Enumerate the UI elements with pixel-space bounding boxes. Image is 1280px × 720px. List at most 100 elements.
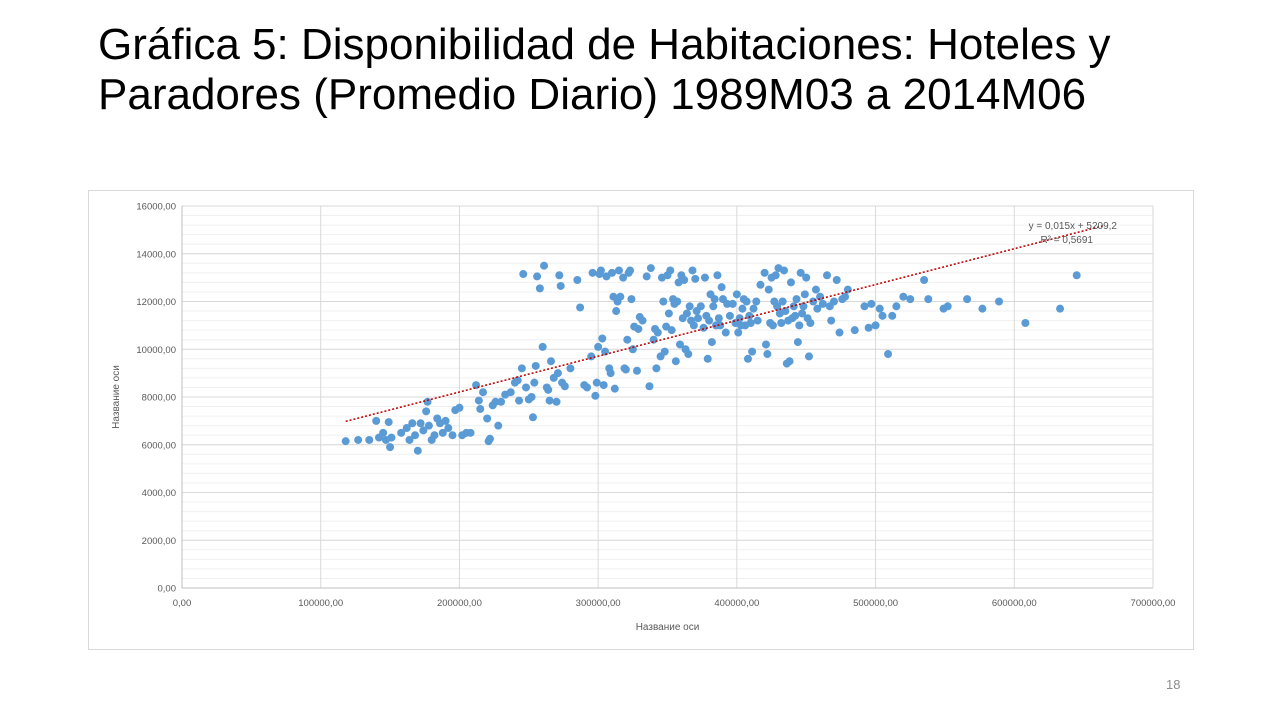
data-point (448, 431, 457, 440)
data-point (642, 272, 651, 281)
data-point (411, 431, 420, 440)
data-point (341, 437, 350, 446)
data-point (608, 268, 617, 277)
data-point (703, 354, 712, 363)
data-point (528, 413, 537, 422)
data-point (688, 266, 697, 275)
x-tick-label: 500000,00 (853, 598, 898, 609)
data-point (397, 428, 406, 437)
data-point (610, 384, 619, 393)
data-point (689, 321, 698, 330)
y-tick-label: 14000,00 (136, 249, 176, 260)
data-point (920, 276, 929, 285)
data-point (850, 326, 859, 335)
data-point (943, 302, 952, 311)
y-tick-label: 10000,00 (136, 345, 176, 356)
data-point (746, 318, 755, 327)
data-point (483, 414, 492, 423)
data-point (354, 435, 363, 444)
data-point (768, 321, 777, 330)
data-point (405, 435, 414, 444)
data-point (387, 433, 396, 442)
data-point (601, 347, 610, 356)
data-point (592, 378, 601, 387)
x-tick-label: 600000,00 (992, 598, 1037, 609)
data-point (714, 314, 723, 323)
data-point (522, 383, 531, 392)
data-point (673, 297, 682, 306)
data-point (606, 369, 615, 378)
x-tick-label: 300000,00 (576, 598, 621, 609)
data-point (476, 404, 485, 413)
data-point (424, 421, 433, 430)
data-point (466, 428, 475, 437)
data-point (694, 314, 703, 323)
data-point (365, 435, 374, 444)
data-point (924, 295, 933, 304)
chart-area: 0,00 2000,00 4000,00 6000,00 8000,00 10000,00… (88, 190, 1194, 650)
page-number: 18 (1166, 677, 1181, 692)
y-tick-label: 8000,00 (142, 393, 176, 404)
x-axis-title: Название оси (636, 622, 700, 633)
data-point (963, 295, 972, 304)
data-point (506, 388, 515, 397)
slide-title: Gráfica 5: Disponibilidad de Habitacione… (98, 20, 1111, 119)
data-point (752, 297, 761, 306)
data-point (422, 407, 431, 416)
data-point (888, 311, 897, 320)
data-point (638, 316, 647, 325)
data-point (599, 381, 608, 390)
data-point (705, 316, 714, 325)
data-point (616, 292, 625, 301)
data-point (455, 403, 464, 412)
data-point (402, 424, 411, 433)
data-point (875, 304, 884, 313)
data-point (792, 295, 801, 304)
data-point (545, 396, 554, 405)
trendline-equation: y = 0,015x + 5209,2 (1029, 221, 1118, 232)
data-point (423, 397, 432, 406)
data-point (416, 419, 425, 428)
data-point (667, 326, 676, 335)
data-point (728, 299, 737, 308)
data-point (685, 302, 694, 311)
data-point (527, 393, 536, 401)
data-point (653, 328, 662, 337)
data-point (540, 261, 549, 270)
x-tick-label: 400000,00 (714, 598, 759, 609)
data-point (441, 416, 450, 425)
data-point (530, 378, 539, 387)
data-point (781, 307, 790, 316)
data-point (619, 273, 628, 282)
data-point (717, 283, 726, 292)
data-point (634, 324, 643, 333)
data-point (878, 311, 887, 320)
x-tick-label: 200000,00 (437, 598, 482, 609)
data-point (628, 345, 637, 354)
trendline-r2: R² = 0,5691 (1040, 235, 1093, 246)
data-point (709, 302, 718, 311)
data-point (438, 428, 447, 437)
data-point (995, 297, 1004, 306)
data-point (827, 316, 836, 325)
data-point (763, 350, 772, 359)
data-point (680, 276, 689, 285)
data-point (675, 340, 684, 349)
data-point (742, 297, 751, 306)
data-point (596, 266, 605, 275)
data-point (1056, 304, 1065, 313)
data-point (789, 302, 798, 311)
data-point (384, 418, 393, 427)
data-point (906, 295, 915, 304)
data-point (796, 268, 805, 277)
data-point (756, 280, 765, 289)
data-point (707, 338, 716, 347)
y-tick-label: 12000,00 (136, 297, 176, 308)
data-point (588, 268, 597, 277)
data-point (627, 295, 636, 304)
scatter-chart: 0,00 2000,00 4000,00 6000,00 8000,00 10000,00… (111, 202, 1175, 634)
data-point (552, 397, 561, 406)
data-point (614, 266, 623, 275)
data-point (494, 421, 503, 430)
data-point (591, 391, 600, 400)
